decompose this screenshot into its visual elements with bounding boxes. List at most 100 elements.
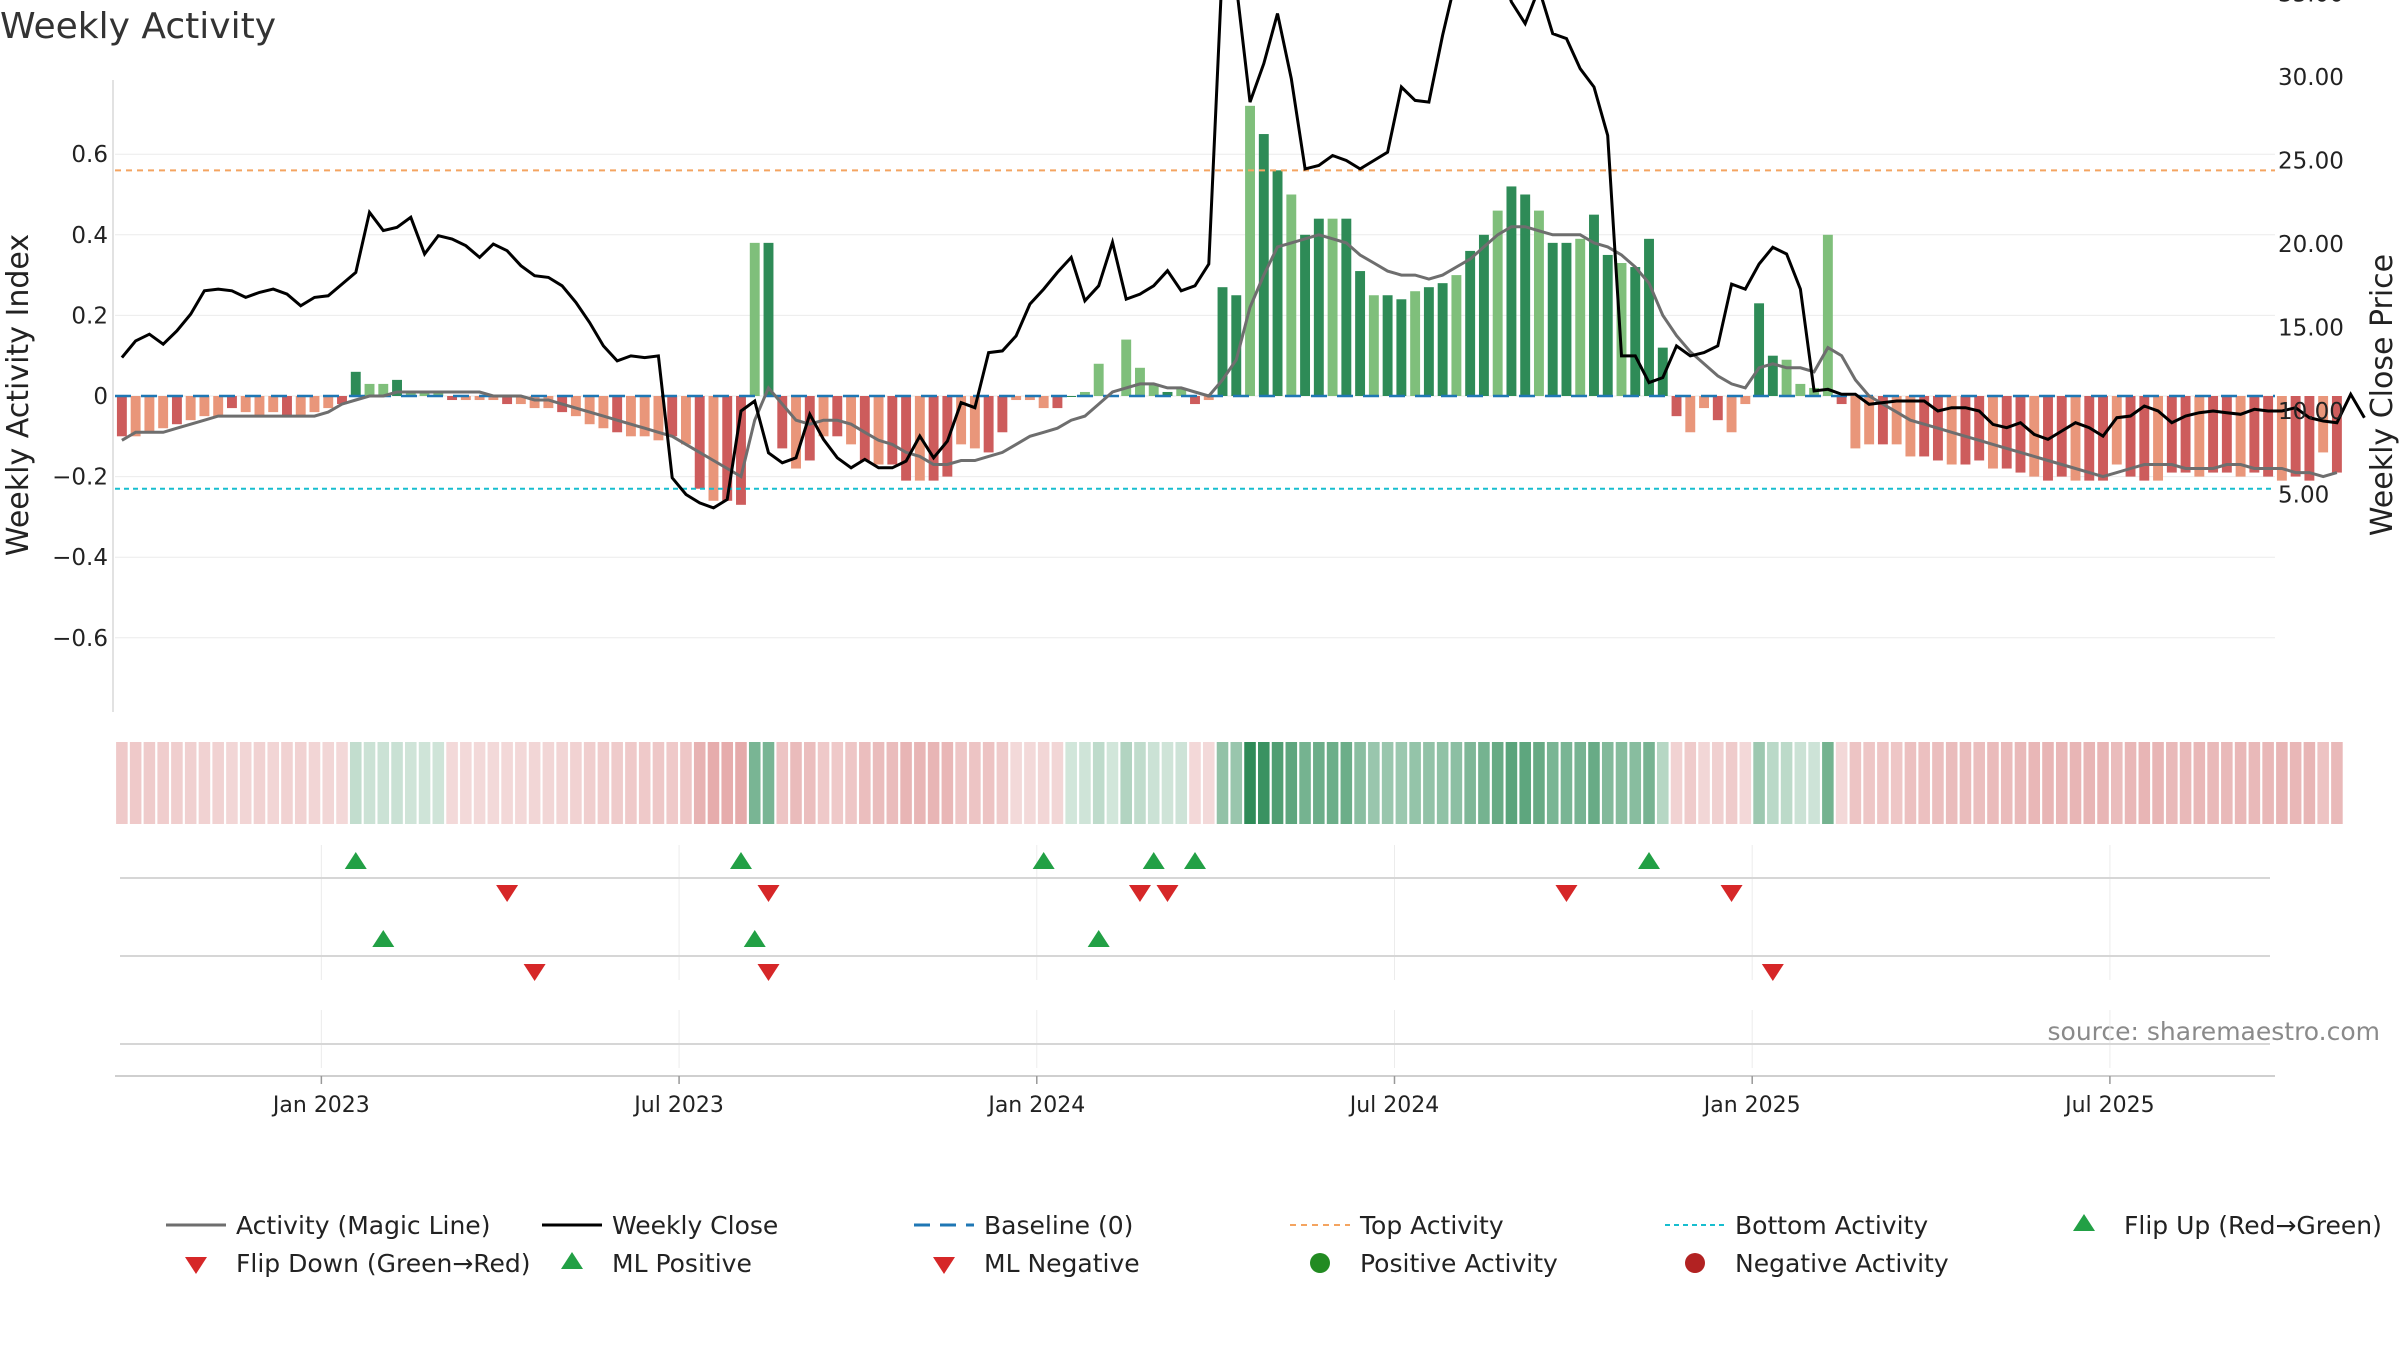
y-tick-left: 0.6	[71, 142, 108, 168]
flip-down-marker	[1720, 885, 1743, 902]
strip-cell	[1423, 742, 1435, 824]
strip-cell	[1024, 742, 1036, 824]
activity-bar	[846, 396, 857, 445]
activity-bar	[1052, 396, 1063, 409]
strip-cell	[652, 742, 665, 824]
strip-cell	[2000, 742, 2013, 824]
activity-bar	[1644, 238, 1654, 396]
strip-cell	[1712, 742, 1724, 824]
activity-bar	[2208, 396, 2219, 473]
flip-up-marker	[729, 852, 752, 869]
activity-bar	[2180, 396, 2191, 473]
activity-bar	[1162, 391, 1173, 396]
strip-cell	[597, 742, 610, 824]
activity-bar	[1850, 396, 1861, 449]
strip-cell	[1904, 742, 1917, 824]
strip-cell	[693, 742, 706, 824]
strip-cell	[501, 742, 513, 824]
activity-bar	[171, 396, 182, 425]
activity-bar	[2263, 396, 2274, 477]
ml-negative-marker	[757, 964, 780, 981]
strip-cell	[1643, 742, 1655, 824]
activity-bar	[1492, 210, 1503, 396]
strip-cell	[2083, 742, 2096, 824]
strip-cell	[1863, 742, 1875, 824]
strip-cell	[184, 742, 197, 824]
strip-cell	[872, 742, 885, 824]
strip-cell	[1629, 742, 1642, 824]
activity-bar	[2153, 396, 2164, 481]
activity-bar	[708, 396, 719, 501]
activity-bar	[1135, 367, 1145, 396]
strip-cell	[157, 742, 169, 824]
activity-bar	[667, 396, 678, 437]
activity-bar	[295, 396, 306, 417]
strip-cell	[1684, 742, 1697, 824]
strip-cell	[1588, 742, 1600, 824]
strip-cell	[1767, 742, 1779, 824]
activity-bar	[1740, 396, 1751, 405]
activity-bar	[2056, 396, 2067, 477]
strip-cell	[1698, 742, 1710, 824]
strip-cell	[996, 742, 1009, 824]
strip-cell	[1354, 742, 1366, 824]
activity-bar	[570, 396, 581, 417]
activity-bar	[1836, 396, 1847, 405]
y-tick-left: 0.2	[71, 303, 108, 329]
strip-cell	[460, 742, 472, 824]
strip-cell	[2303, 742, 2316, 824]
activity-bar	[1327, 218, 1338, 396]
y-tick-left: 0.4	[71, 223, 108, 249]
activity-bar	[1506, 186, 1517, 396]
ml-positive-marker	[372, 930, 395, 947]
strip-cell	[1216, 742, 1229, 824]
legend-label: ML Negative	[984, 1249, 1140, 1278]
legend-label: Weekly Close	[612, 1211, 778, 1240]
axes: 0.60.40.20−0.2−0.4−0.640.0035.0030.0025.…	[52, 0, 2344, 712]
activity-bar	[1589, 214, 1599, 396]
activity-bar	[736, 396, 746, 505]
activity-strip	[116, 742, 2343, 824]
strip-cell	[542, 742, 555, 824]
strip-cell	[1739, 742, 1752, 824]
activity-bar	[419, 391, 430, 396]
x-tick-label: Jan 2025	[1702, 1093, 1801, 1118]
activity-bar	[2235, 396, 2246, 477]
strip-cell	[2042, 742, 2054, 824]
strip-cell	[1395, 742, 1408, 824]
legend-label: ML Positive	[612, 1249, 752, 1278]
activity-bar	[1864, 396, 1875, 445]
activity-bar	[1754, 303, 1765, 396]
activity-bar	[515, 396, 526, 405]
strip-cell	[1065, 742, 1077, 824]
strip-cell	[1147, 742, 1160, 824]
activity-bar	[1905, 396, 1916, 457]
activity-bar	[2249, 396, 2260, 473]
strip-cell	[281, 742, 293, 824]
x-tick-label: Jan 2023	[271, 1093, 370, 1118]
strip-cell	[2331, 742, 2343, 824]
legend-label: Flip Down (Green→Red)	[236, 1249, 531, 1278]
strip-cell	[1010, 742, 1022, 824]
activity-bar	[337, 396, 347, 405]
activity-bar	[1547, 242, 1558, 396]
activity-bar	[1974, 396, 1985, 461]
strip-cell	[707, 742, 720, 824]
activity-bar	[502, 396, 513, 405]
activity-bar	[1726, 396, 1737, 433]
strip-cell	[377, 742, 390, 824]
activity-bar	[433, 391, 444, 396]
activity-bar	[226, 396, 237, 409]
strip-cell	[1134, 742, 1146, 824]
strip-cell	[2152, 742, 2164, 824]
legend-swatch-negative-activity	[1685, 1253, 1705, 1273]
y-tick-right: 35.00	[2278, 0, 2344, 8]
activity-bar	[1382, 295, 1393, 396]
strip-cell	[1368, 742, 1380, 824]
x-tick-label: Jul 2025	[2063, 1093, 2155, 1118]
activity-bar	[942, 396, 953, 477]
activity-bar	[1520, 194, 1531, 396]
chart-title: Weekly Activity	[0, 6, 276, 47]
x-tick-label: Jul 2024	[1348, 1093, 1440, 1118]
flip-down-marker	[1156, 885, 1179, 902]
